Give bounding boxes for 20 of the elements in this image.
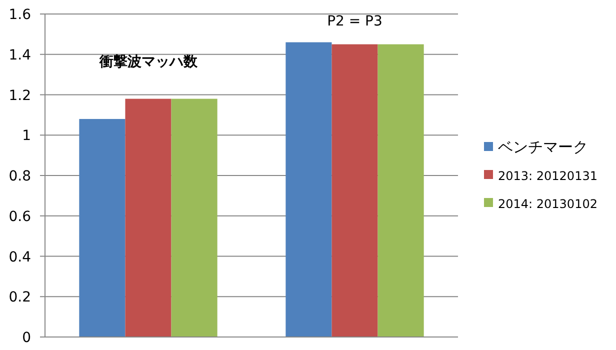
y-tick-label: 1.2 <box>8 88 31 104</box>
y-tick-label: 1.6 <box>8 7 32 23</box>
y-tick-label: 1 <box>22 128 31 144</box>
y-tick-label: 0.4 <box>8 249 32 266</box>
y-tick-label: 0 <box>22 330 31 346</box>
annotation: 衝撃波マッハ数 <box>98 54 198 70</box>
bar <box>171 98 218 337</box>
legend-label: 2013: 20120131 <box>498 169 598 183</box>
y-tick-label: 1.4 <box>8 47 32 64</box>
legend-label: ベンチマーク <box>498 138 588 156</box>
legend-label: 2014: 20130102 <box>498 197 598 211</box>
bar <box>79 118 126 337</box>
y-tick-label: 0.6 <box>8 208 32 225</box>
y-tick-label: 0.2 <box>8 290 31 306</box>
bar <box>332 44 378 337</box>
y-tick-label: 0.8 <box>8 168 31 184</box>
annotation: P2 = P3 <box>327 13 382 30</box>
bar <box>378 44 424 337</box>
bar <box>286 42 332 337</box>
bar <box>125 98 172 337</box>
